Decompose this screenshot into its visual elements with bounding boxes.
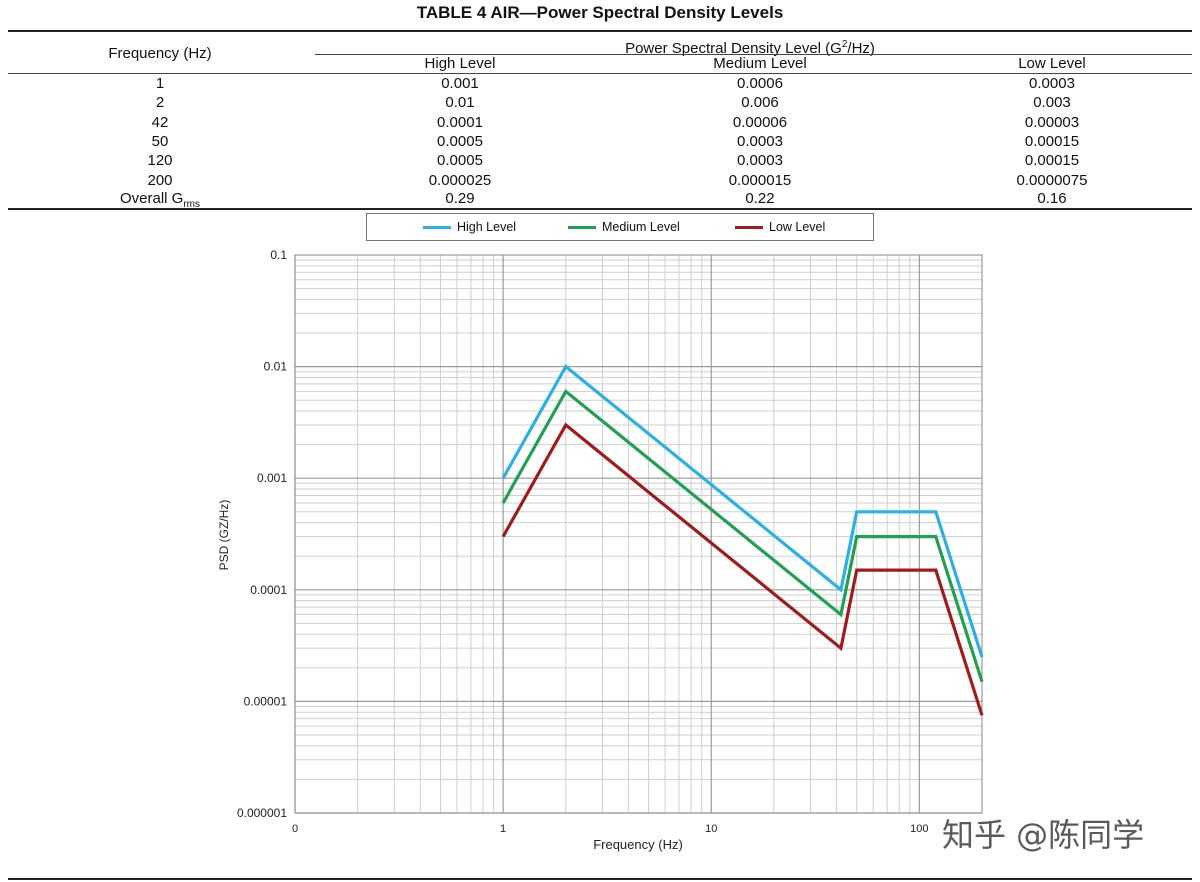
legend-label-high: High Level xyxy=(457,220,517,234)
chart-grid-minor xyxy=(295,255,983,813)
legend-item-low: Low Level xyxy=(735,220,825,234)
psd-header-tail: /Hz) xyxy=(847,40,875,57)
x-tick-label: 1 xyxy=(500,823,506,835)
watermark: 知乎 @陈同学 xyxy=(942,816,1145,854)
freq-cell: 1 xyxy=(155,75,165,92)
overall-label-text: Overall G xyxy=(119,190,184,207)
legend-item-medium: Medium Level xyxy=(568,220,680,234)
low-cell: 0.00003 xyxy=(1024,114,1080,131)
legend-label-low: Low Level xyxy=(769,220,826,234)
x-tick-label: 100 xyxy=(910,823,928,835)
legend-swatch-low xyxy=(735,226,763,230)
x-tick-label: 10 xyxy=(705,823,717,835)
y-tick-labels: 0.1 0.01 0.001 0.0001 0.00001 0.000001 xyxy=(237,248,287,820)
table-top-rule xyxy=(8,30,1192,32)
y-tick-label: 0.01 xyxy=(264,360,288,374)
series-line-high xyxy=(501,364,984,658)
series-layer xyxy=(501,364,984,716)
psd-header-rule xyxy=(315,54,1192,55)
legend-swatch-medium xyxy=(568,226,596,230)
y-tick-label: 0.0001 xyxy=(250,583,287,597)
table-title: TABLE 4 AIR—Power Spectral Density Level… xyxy=(416,3,784,22)
y-axis-label: PSD (GZ/Hz) xyxy=(217,500,231,571)
high-cell: 0.0005 xyxy=(437,152,483,169)
x-axis-label: Frequency (Hz) xyxy=(593,837,683,852)
y-tick-label: 0.1 xyxy=(270,248,287,262)
series-line-medium xyxy=(501,388,984,683)
freq-cell: 2 xyxy=(155,94,165,111)
medium-cell: 0.00006 xyxy=(732,114,788,131)
medium-cell: 0.006 xyxy=(741,94,779,111)
high-cell: 0.0001 xyxy=(437,114,483,131)
y-tick-label: 0.000001 xyxy=(237,806,287,820)
x-tick-labels: 0 1 10 100 xyxy=(292,823,929,835)
freq-cell: 50 xyxy=(151,133,169,150)
y-tick-label: 0.00001 xyxy=(244,694,288,708)
chart-grid-major xyxy=(294,255,982,814)
low-cell: 0.00015 xyxy=(1024,133,1080,150)
y-tick-label: 0.001 xyxy=(257,471,287,485)
overall-label: Overall Grms xyxy=(60,190,260,214)
high-cell: 0.000025 xyxy=(428,172,492,189)
overall-medium: 0.22 xyxy=(745,190,775,207)
high-cell: 0.0005 xyxy=(437,133,483,150)
col-header-medium: Medium Level xyxy=(713,55,807,72)
freq-cell: 42 xyxy=(151,114,169,131)
overall-label-sub: rms xyxy=(183,199,201,210)
medium-cell: 0.0003 xyxy=(737,152,783,169)
medium-cell: 0.000015 xyxy=(728,172,792,189)
col-header-low: Low Level xyxy=(1018,55,1086,72)
low-cell: 0.0000075 xyxy=(1016,172,1088,189)
medium-cell: 0.0003 xyxy=(737,133,783,150)
psd-header-sup: 2 xyxy=(841,39,848,50)
medium-cell: 0.0006 xyxy=(737,75,783,92)
header-bottom-rule xyxy=(8,73,1192,74)
x-tick-label: 0 xyxy=(292,823,298,835)
col-header-high: High Level xyxy=(424,55,496,72)
low-cell: 0.00015 xyxy=(1024,152,1080,169)
psd-header-main: Power Spectral Density Level (G xyxy=(625,40,842,57)
freq-cell: 120 xyxy=(147,152,173,169)
overall-low: 0.16 xyxy=(1037,190,1067,207)
legend-item-high: High Level xyxy=(423,220,516,234)
overall-high: 0.29 xyxy=(445,190,475,207)
plot-frame xyxy=(294,254,983,814)
freq-cell: 200 xyxy=(147,172,173,189)
high-cell: 0.01 xyxy=(445,94,475,111)
low-cell: 0.003 xyxy=(1033,94,1071,111)
psd-header: Power Spectral Density Level (G2/Hz) xyxy=(500,36,1000,58)
freq-header: Frequency (Hz) xyxy=(108,45,212,62)
table-bottom-rule xyxy=(8,208,1192,210)
legend-label-medium: Medium Level xyxy=(602,220,680,234)
page-bottom-rule xyxy=(8,878,1192,880)
series-line-low xyxy=(501,422,984,716)
high-cell: 0.001 xyxy=(441,75,479,92)
legend-swatch-high xyxy=(423,226,451,230)
chart-legend: High Level Medium Level Low Level xyxy=(366,213,874,241)
low-cell: 0.0003 xyxy=(1029,75,1075,92)
